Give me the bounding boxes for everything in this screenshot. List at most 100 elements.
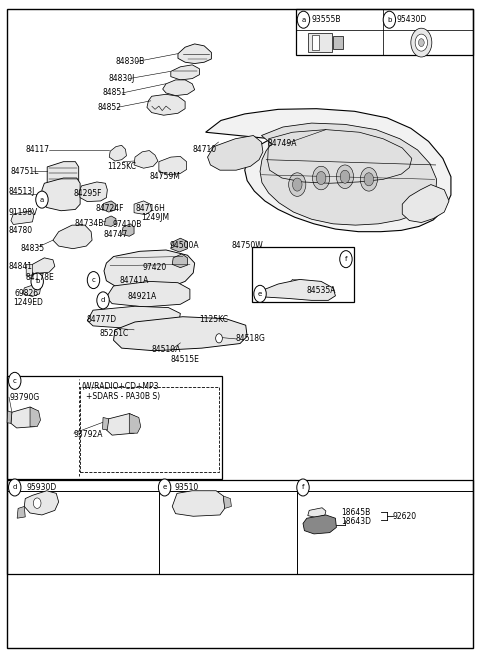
Bar xyxy=(296,9,473,55)
Circle shape xyxy=(419,39,424,47)
Text: d: d xyxy=(101,298,105,304)
Bar xyxy=(333,36,343,49)
Text: 97410B: 97410B xyxy=(112,220,142,229)
Polygon shape xyxy=(17,507,25,518)
Text: a: a xyxy=(301,16,306,23)
Text: 84734B: 84734B xyxy=(74,219,104,229)
Polygon shape xyxy=(26,264,33,276)
Circle shape xyxy=(292,178,302,191)
Text: f: f xyxy=(302,484,304,491)
Polygon shape xyxy=(303,515,336,534)
Text: 84751L: 84751L xyxy=(11,167,39,176)
Polygon shape xyxy=(159,156,187,175)
Text: 84749A: 84749A xyxy=(268,139,297,148)
Text: 91198V: 91198V xyxy=(9,208,38,217)
Circle shape xyxy=(34,498,41,509)
Circle shape xyxy=(288,173,306,196)
Text: b: b xyxy=(35,279,39,284)
Polygon shape xyxy=(103,417,109,430)
Text: 84535A: 84535A xyxy=(307,286,336,295)
Polygon shape xyxy=(30,407,40,426)
Polygon shape xyxy=(402,185,449,223)
Text: 84835: 84835 xyxy=(21,244,45,252)
Polygon shape xyxy=(42,178,80,211)
Circle shape xyxy=(383,11,396,28)
Polygon shape xyxy=(53,225,92,249)
Text: 84830B: 84830B xyxy=(116,57,145,66)
Text: 18645B: 18645B xyxy=(341,509,371,518)
Text: 84741A: 84741A xyxy=(120,276,149,285)
Bar xyxy=(7,480,473,574)
Text: 95930D: 95930D xyxy=(26,483,57,492)
Circle shape xyxy=(9,373,21,390)
Polygon shape xyxy=(260,123,437,225)
Circle shape xyxy=(216,334,222,343)
Text: 93792A: 93792A xyxy=(74,430,103,439)
Polygon shape xyxy=(257,279,336,300)
Text: +SDARS - PA30B S): +SDARS - PA30B S) xyxy=(86,392,160,401)
Polygon shape xyxy=(178,44,211,64)
Text: 1125KC: 1125KC xyxy=(199,315,228,324)
Polygon shape xyxy=(47,162,79,187)
Text: e: e xyxy=(162,484,167,491)
Text: d: d xyxy=(12,484,17,491)
Text: 1249ED: 1249ED xyxy=(13,298,43,307)
Text: 84852: 84852 xyxy=(98,103,122,112)
Text: f: f xyxy=(345,256,347,262)
Text: 93790G: 93790G xyxy=(9,393,39,401)
Text: 84724F: 84724F xyxy=(96,204,124,213)
Circle shape xyxy=(316,171,326,185)
Text: 84777D: 84777D xyxy=(86,315,117,324)
Text: c: c xyxy=(92,277,96,283)
Circle shape xyxy=(312,166,330,190)
Circle shape xyxy=(297,479,309,496)
Text: (W/RADIO+CD+MP3: (W/RADIO+CD+MP3 xyxy=(82,382,159,390)
Polygon shape xyxy=(107,413,139,435)
Polygon shape xyxy=(24,491,59,515)
Text: 84750W: 84750W xyxy=(231,241,263,250)
Polygon shape xyxy=(207,135,263,170)
Text: 84515E: 84515E xyxy=(171,355,200,364)
Text: 84295F: 84295F xyxy=(74,189,102,198)
Polygon shape xyxy=(29,258,55,273)
Circle shape xyxy=(340,251,352,267)
Text: 84117: 84117 xyxy=(25,145,49,154)
Text: 18643D: 18643D xyxy=(341,517,371,526)
Text: 84759M: 84759M xyxy=(149,171,180,181)
Text: 84510A: 84510A xyxy=(151,345,180,354)
Polygon shape xyxy=(171,238,188,252)
Circle shape xyxy=(9,479,21,496)
Bar xyxy=(252,247,354,302)
Bar xyxy=(80,388,218,472)
Text: 94500A: 94500A xyxy=(169,241,199,250)
Circle shape xyxy=(31,273,43,290)
Text: 84851: 84851 xyxy=(103,89,127,97)
Circle shape xyxy=(97,292,109,309)
Text: 84830J: 84830J xyxy=(109,74,135,83)
Text: 84513J: 84513J xyxy=(9,187,35,196)
Text: e: e xyxy=(258,291,262,297)
Polygon shape xyxy=(11,407,38,428)
Text: c: c xyxy=(13,378,17,384)
Text: 93555B: 93555B xyxy=(312,15,341,24)
Polygon shape xyxy=(114,317,247,351)
Text: b: b xyxy=(387,16,392,23)
Bar xyxy=(308,33,332,53)
Bar xyxy=(312,35,319,50)
Text: 84518G: 84518G xyxy=(235,334,265,344)
Circle shape xyxy=(87,271,100,288)
Polygon shape xyxy=(129,413,141,433)
Polygon shape xyxy=(134,201,152,215)
Polygon shape xyxy=(163,80,195,96)
Text: 1249JM: 1249JM xyxy=(141,214,169,223)
Circle shape xyxy=(254,285,266,302)
Polygon shape xyxy=(105,216,116,227)
Polygon shape xyxy=(134,150,158,168)
Circle shape xyxy=(297,11,310,28)
Bar xyxy=(7,376,222,479)
Circle shape xyxy=(411,28,432,57)
Circle shape xyxy=(36,191,48,208)
Circle shape xyxy=(364,173,373,186)
Polygon shape xyxy=(7,411,12,423)
Polygon shape xyxy=(172,254,188,267)
